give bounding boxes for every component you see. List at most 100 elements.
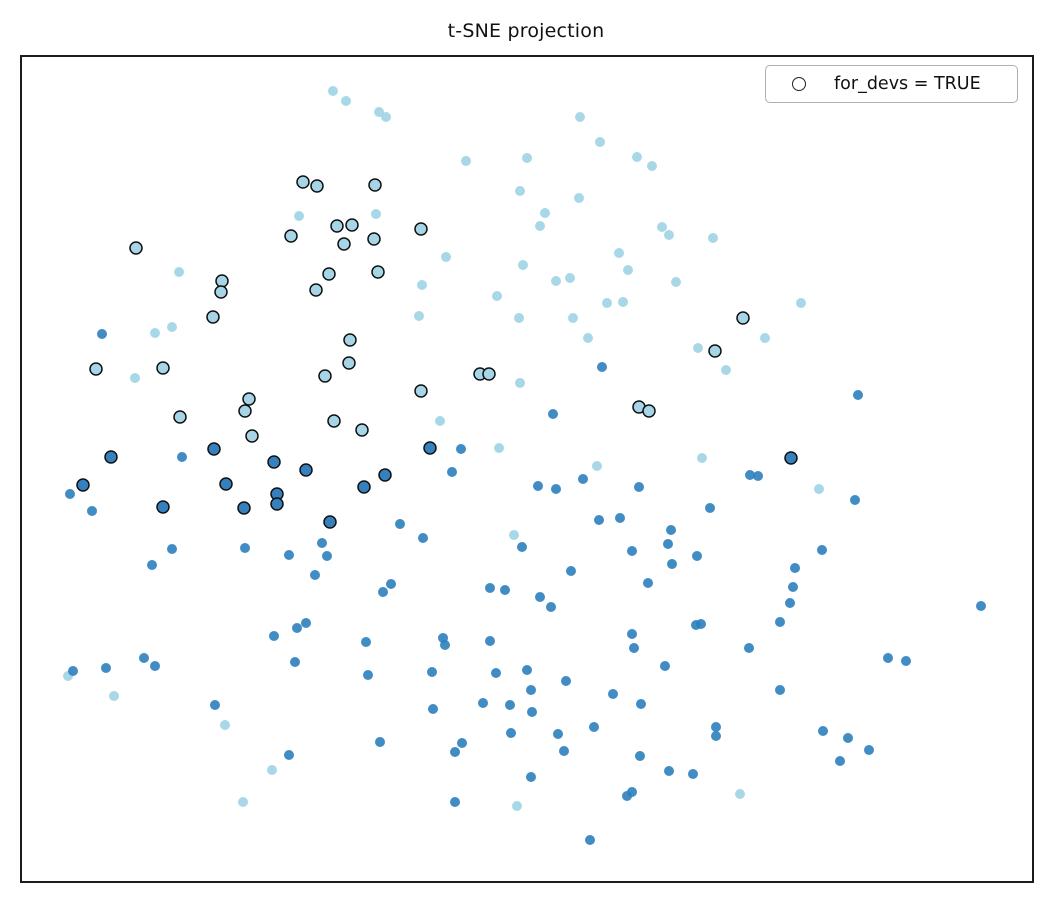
data-point (615, 513, 625, 523)
data-point (440, 640, 450, 650)
data-point (245, 429, 259, 443)
data-point (784, 451, 798, 465)
data-point (310, 179, 324, 193)
data-point (526, 772, 536, 782)
data-point (736, 311, 750, 325)
data-point (374, 107, 384, 117)
data-point (735, 789, 745, 799)
data-point (692, 551, 702, 561)
data-point (242, 392, 256, 406)
data-point (512, 801, 522, 811)
data-point (238, 404, 252, 418)
data-point (559, 746, 569, 756)
data-point (642, 404, 656, 418)
data-point (238, 797, 248, 807)
plot-area (20, 55, 1034, 883)
data-point (864, 745, 874, 755)
data-point (602, 298, 612, 308)
data-point (237, 501, 251, 515)
data-point (368, 178, 382, 192)
data-point (527, 707, 537, 717)
data-point (500, 585, 510, 595)
data-point (174, 267, 184, 277)
data-point (745, 470, 755, 480)
data-point (643, 578, 653, 588)
data-point (688, 769, 698, 779)
data-point (618, 297, 628, 307)
data-point (505, 700, 515, 710)
data-point (775, 685, 785, 695)
data-point (796, 298, 806, 308)
data-point (461, 156, 471, 166)
data-point (240, 543, 250, 553)
data-point (378, 587, 388, 597)
data-point (414, 311, 424, 321)
data-point (139, 653, 149, 663)
data-point (296, 175, 310, 189)
data-point (371, 209, 381, 219)
data-point (660, 661, 670, 671)
data-point (219, 477, 233, 491)
data-point (97, 329, 107, 339)
data-point (623, 265, 633, 275)
data-point (671, 277, 681, 287)
data-point (147, 560, 157, 570)
data-point (708, 344, 722, 358)
data-point (785, 598, 795, 608)
data-point (514, 313, 524, 323)
data-point (485, 636, 495, 646)
data-point (87, 506, 97, 516)
data-point (386, 579, 396, 589)
data-point (485, 583, 495, 593)
data-point (206, 310, 220, 324)
data-point (328, 86, 338, 96)
data-point (456, 444, 466, 454)
data-point (540, 208, 550, 218)
data-point (317, 538, 327, 548)
data-point (522, 153, 532, 163)
data-point (367, 232, 381, 246)
data-point (109, 691, 119, 701)
data-point (294, 211, 304, 221)
data-point (578, 474, 588, 484)
data-point (574, 193, 584, 203)
data-point (627, 629, 637, 639)
data-point (381, 112, 391, 122)
data-point (129, 241, 143, 255)
data-point (214, 285, 228, 299)
data-point (753, 471, 763, 481)
data-point (883, 653, 893, 663)
data-point (506, 728, 516, 738)
data-point (343, 333, 357, 347)
data-point (491, 668, 501, 678)
data-point (517, 542, 527, 552)
data-point (976, 601, 986, 611)
data-point (535, 221, 545, 231)
data-point (292, 623, 302, 633)
data-point (130, 373, 140, 383)
data-point (323, 515, 337, 529)
data-point (447, 467, 457, 477)
data-point (711, 722, 721, 732)
data-point (65, 489, 75, 499)
data-point (345, 218, 359, 232)
data-point (267, 765, 277, 775)
data-point (101, 663, 111, 673)
data-point (341, 96, 351, 106)
data-point (635, 751, 645, 761)
data-point (435, 416, 445, 426)
data-point (608, 689, 618, 699)
data-point (450, 747, 460, 757)
data-point (269, 631, 279, 641)
data-point (589, 722, 599, 732)
data-point (721, 365, 731, 375)
data-point (150, 328, 160, 338)
data-point (711, 731, 721, 741)
data-point (482, 367, 496, 381)
data-point (361, 637, 371, 647)
data-point (663, 539, 673, 549)
data-point (632, 152, 642, 162)
data-point (327, 414, 341, 428)
data-point (850, 495, 860, 505)
